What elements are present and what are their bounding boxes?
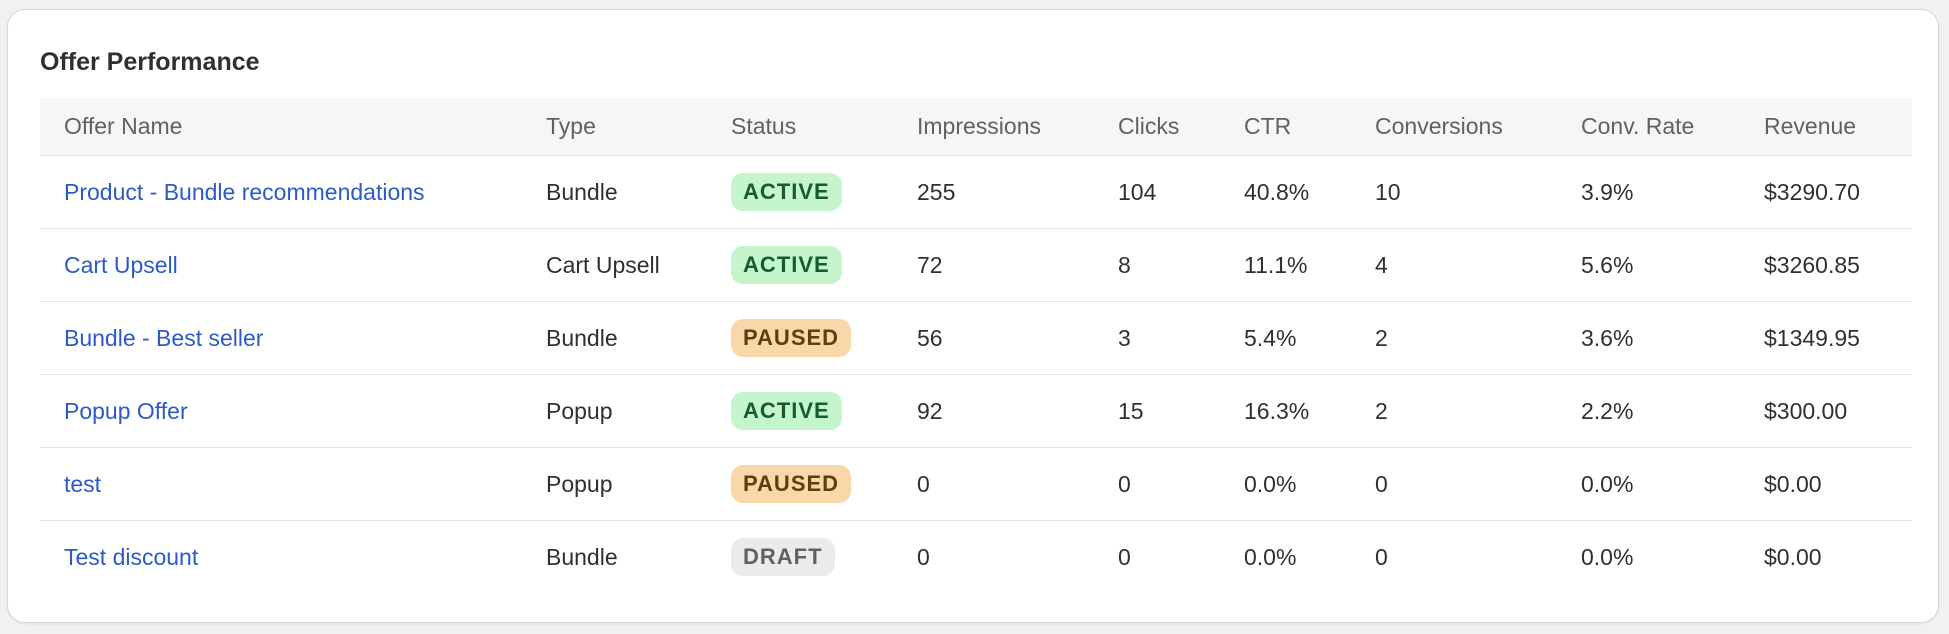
header-status: Status bbox=[731, 98, 917, 156]
status-badge: PAUSED bbox=[731, 465, 852, 503]
table-row: Bundle - Best seller Bundle PAUSED 56 3 … bbox=[40, 301, 1912, 375]
status-cell: ACTIVE bbox=[731, 228, 917, 302]
clicks-cell: 15 bbox=[1118, 374, 1244, 448]
impressions-cell: 255 bbox=[917, 155, 1118, 229]
conversions-cell: 4 bbox=[1375, 228, 1581, 302]
impressions-cell: 56 bbox=[917, 301, 1118, 375]
conversions-cell: 2 bbox=[1375, 374, 1581, 448]
ctr-cell: 11.1% bbox=[1244, 228, 1375, 302]
offer-performance-card: Offer Performance Offer Name Type Status… bbox=[7, 9, 1939, 623]
offer-name-cell: Test discount bbox=[40, 521, 546, 594]
offer-name-link[interactable]: Popup Offer bbox=[64, 397, 188, 424]
header-clicks: Clicks bbox=[1118, 98, 1244, 156]
status-badge: DRAFT bbox=[731, 538, 835, 576]
offer-name-link[interactable]: Product - Bundle recommendations bbox=[64, 178, 425, 205]
header-conv-rate: Conv. Rate bbox=[1581, 98, 1764, 156]
table-body: Product - Bundle recommendations Bundle … bbox=[40, 155, 1912, 594]
conv-rate-cell: 5.6% bbox=[1581, 228, 1764, 302]
ctr-cell: 0.0% bbox=[1244, 447, 1375, 521]
card-title: Offer Performance bbox=[40, 48, 260, 76]
conv-rate-cell: 3.9% bbox=[1581, 155, 1764, 229]
offer-name-cell: test bbox=[40, 447, 546, 521]
header-type: Type bbox=[546, 98, 731, 156]
conversions-cell: 2 bbox=[1375, 301, 1581, 375]
header-revenue: Revenue bbox=[1764, 98, 1912, 156]
conversions-cell: 0 bbox=[1375, 543, 1388, 570]
clicks-cell: 0 bbox=[1118, 543, 1131, 570]
table-row: Popup Offer Popup ACTIVE 92 15 16.3% 2 2… bbox=[40, 374, 1912, 448]
conv-rate-cell: 3.6% bbox=[1581, 301, 1764, 375]
ctr-cell: 5.4% bbox=[1244, 301, 1375, 375]
type-cell: Cart Upsell bbox=[546, 228, 731, 302]
clicks-cell: 104 bbox=[1118, 155, 1244, 229]
status-badge: PAUSED bbox=[731, 319, 852, 357]
status-badge: ACTIVE bbox=[731, 246, 842, 284]
offer-name-cell: Cart Upsell bbox=[40, 228, 546, 302]
clicks-cell: 8 bbox=[1118, 228, 1244, 302]
impressions-cell: 0 bbox=[917, 543, 930, 570]
type-cell: Bundle bbox=[546, 301, 731, 375]
clicks-cell: 0 bbox=[1118, 447, 1244, 521]
header-conversions: Conversions bbox=[1375, 98, 1581, 156]
table-row: Test discount Bundle DRAFT 0 0 0.0% 0 0.… bbox=[40, 521, 1912, 594]
status-cell: DRAFT bbox=[731, 521, 917, 594]
offer-performance-table: Offer Name Type Status Impressions Click… bbox=[40, 98, 1912, 593]
status-cell: ACTIVE bbox=[731, 155, 917, 229]
revenue-cell: $3290.70 bbox=[1764, 155, 1912, 229]
table-row: test Popup PAUSED 0 0 0.0% 0 0.0% $0.00 bbox=[40, 447, 1912, 521]
offer-name-cell: Product - Bundle recommendations bbox=[40, 155, 546, 229]
status-cell: PAUSED bbox=[731, 447, 917, 521]
impressions-cell: 0 bbox=[917, 447, 1118, 521]
header-impressions: Impressions bbox=[917, 98, 1118, 156]
table-header: Offer Name Type Status Impressions Click… bbox=[40, 98, 1912, 156]
offer-name-cell: Bundle - Best seller bbox=[40, 301, 546, 375]
header-ctr: CTR bbox=[1244, 98, 1375, 156]
ctr-cell: 16.3% bbox=[1244, 374, 1375, 448]
offer-name-link[interactable]: Test discount bbox=[64, 543, 199, 570]
table-row: Product - Bundle recommendations Bundle … bbox=[40, 155, 1912, 229]
revenue-cell: $3260.85 bbox=[1764, 228, 1912, 302]
conv-rate-cell: 0.0% bbox=[1581, 543, 1634, 570]
type-cell: Popup bbox=[546, 447, 731, 521]
ctr-cell: 40.8% bbox=[1244, 155, 1375, 229]
status-cell: PAUSED bbox=[731, 301, 917, 375]
table-row: Cart Upsell Cart Upsell ACTIVE 72 8 11.1… bbox=[40, 228, 1912, 302]
status-cell: ACTIVE bbox=[731, 374, 917, 448]
clicks-cell: 3 bbox=[1118, 301, 1244, 375]
revenue-cell: $0.00 bbox=[1764, 447, 1912, 521]
impressions-cell: 72 bbox=[917, 228, 1118, 302]
conv-rate-cell: 0.0% bbox=[1581, 447, 1764, 521]
offer-name-link[interactable]: test bbox=[64, 470, 102, 497]
conversions-cell: 10 bbox=[1375, 155, 1581, 229]
revenue-cell: $1349.95 bbox=[1764, 301, 1912, 375]
header-offer-name: Offer Name bbox=[40, 98, 546, 156]
ctr-cell: 0.0% bbox=[1244, 543, 1297, 570]
conversions-cell: 0 bbox=[1375, 447, 1581, 521]
status-badge: ACTIVE bbox=[731, 392, 842, 430]
offer-name-cell: Popup Offer bbox=[40, 374, 546, 448]
conv-rate-cell: 2.2% bbox=[1581, 374, 1764, 448]
offer-name-link[interactable]: Bundle - Best seller bbox=[64, 324, 264, 351]
type-cell: Bundle bbox=[546, 543, 618, 570]
header-row: Offer Name Type Status Impressions Click… bbox=[40, 98, 1912, 156]
impressions-cell: 92 bbox=[917, 374, 1118, 448]
offer-name-link[interactable]: Cart Upsell bbox=[64, 251, 178, 278]
revenue-cell: $300.00 bbox=[1764, 374, 1912, 448]
type-cell: Bundle bbox=[546, 155, 731, 229]
revenue-cell: $0.00 bbox=[1764, 543, 1822, 570]
status-badge: ACTIVE bbox=[731, 173, 842, 211]
type-cell: Popup bbox=[546, 374, 731, 448]
